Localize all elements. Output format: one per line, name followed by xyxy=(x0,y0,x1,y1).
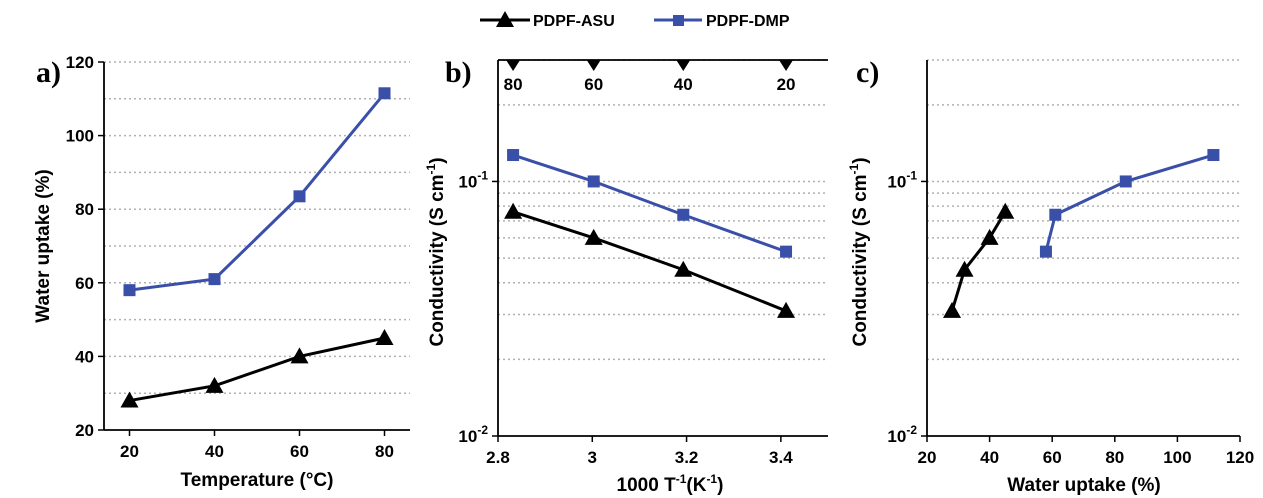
panel-c-x-tick-label: 60 xyxy=(1043,448,1062,467)
panel-b: b) 80 60 40 20 10-1 10-2 2.8 3 3.2 3.4 1000 T-1… xyxy=(424,56,828,496)
panel-c-point-asu-3 xyxy=(996,202,1015,219)
panel-c-grid xyxy=(927,59,1240,361)
panel-b-point-asu-3 xyxy=(777,301,796,318)
panel-b-point-dmp-2 xyxy=(677,208,690,221)
panel-a-letter: a) xyxy=(36,56,61,89)
panel-a-x-tick-label: 60 xyxy=(290,442,309,461)
panel-b-x-ticks: 2.8 3 3.2 3.4 xyxy=(486,436,793,467)
panel-b-series-line-dmp xyxy=(512,153,787,254)
panel-a-point-asu-3 xyxy=(375,329,394,345)
panel-c-x-tick-label: 20 xyxy=(918,448,937,467)
panel-c-point-asu-0 xyxy=(943,301,962,318)
panel-b-point-dmp-1 xyxy=(587,175,600,188)
panel-c-point-asu-2 xyxy=(980,228,999,245)
panel-c-series-line-dmp xyxy=(1044,153,1214,253)
panel-a-y-title: Water uptake (%) xyxy=(33,169,54,322)
panel-c-x-tick-label: 100 xyxy=(1163,448,1191,467)
panel-c-series xyxy=(943,149,1220,318)
legend-marker-dmp xyxy=(673,15,684,26)
legend-item-asu: PDPF-ASU xyxy=(480,11,615,30)
legend-label-asu: PDPF-ASU xyxy=(533,13,615,30)
panel-a-x-tick-label: 40 xyxy=(205,442,224,461)
panel-a-grid xyxy=(104,61,410,394)
panel-a-y-tick-label: 100 xyxy=(66,127,94,146)
panel-b-series xyxy=(504,149,796,318)
panel-c-y-tick-label: 10-1 xyxy=(887,168,917,191)
panel-b-x-title: 1000 T-1(K-1) xyxy=(617,472,724,496)
panel-b-grid xyxy=(498,59,828,361)
panel-a-x-tick-label: 20 xyxy=(120,442,139,461)
panel-b-top-tick-label: 80 xyxy=(504,75,523,94)
panel-a-point-dmp-0 xyxy=(123,284,136,297)
panel-a-point-dmp-1 xyxy=(208,273,221,286)
legend-marker-asu xyxy=(496,11,514,27)
panel-a-series-line-dmp xyxy=(129,92,386,292)
panel-a-point-dmp-3 xyxy=(378,87,391,100)
legend-label-dmp: PDPF-DMP xyxy=(706,13,790,30)
panel-b-y-ticks: 10-1 10-2 xyxy=(458,168,498,446)
panel-a-y-tick-label: 80 xyxy=(75,200,94,219)
panel-a-point-dmp-2 xyxy=(293,190,306,203)
panel-b-letter: b) xyxy=(445,56,472,89)
panel-b-point-asu-2 xyxy=(674,260,693,277)
panel-a: a) 20 40 60 80 100 120 20 40 60 80 Temperature (… xyxy=(33,53,410,491)
panel-c-series-line-asu xyxy=(950,211,1007,312)
panel-a-series xyxy=(120,87,394,408)
panel-a-y-ticks: 20 40 60 80 100 120 xyxy=(66,53,104,440)
panel-b-point-dmp-0 xyxy=(507,149,520,162)
panel-a-point-asu-1 xyxy=(205,376,224,393)
panel-c-y-ticks: 10-1 10-2 xyxy=(887,168,927,446)
panel-b-x-tick-label: 3 xyxy=(588,448,597,467)
panel-c-y-tick-label: 10-2 xyxy=(887,423,917,446)
panel-a-point-asu-2 xyxy=(290,347,309,364)
panel-b-x-tick-label: 2.8 xyxy=(486,448,510,467)
panel-b-point-asu-0 xyxy=(504,202,523,219)
panel-c-y-title: Conductivity (S cm-1) xyxy=(847,157,871,346)
panel-b-top-tick-marker xyxy=(586,60,601,71)
panel-a-point-asu-0 xyxy=(120,391,139,408)
panel-b-top-tick-label: 40 xyxy=(674,75,693,94)
panel-c-point-dmp-2 xyxy=(1119,175,1132,188)
panel-b-y-tick-label: 10-1 xyxy=(458,168,488,191)
panel-b-series-line-asu xyxy=(512,210,787,313)
panel-a-x-ticks: 20 40 60 80 xyxy=(120,430,394,461)
panel-b-top-tick-marker xyxy=(676,60,691,71)
panel-b-top-ticks: 80 60 40 20 xyxy=(504,60,796,94)
panel-c-x-tick-label: 40 xyxy=(980,448,999,467)
panel-b-point-asu-1 xyxy=(584,228,603,245)
legend-item-dmp: PDPF-DMP xyxy=(654,13,790,30)
panel-b-top-tick-marker xyxy=(779,60,794,71)
panel-a-y-tick-label: 120 xyxy=(66,53,94,72)
panel-b-top-tick-label: 20 xyxy=(777,75,796,94)
panel-c-point-dmp-0 xyxy=(1039,245,1052,258)
panel-c-point-asu-1 xyxy=(955,260,974,277)
panel-c-x-tick-label: 80 xyxy=(1105,448,1124,467)
panel-c: c) 10-1 10-2 20 40 60 80 100 120 Water uptake … xyxy=(847,56,1254,496)
panel-b-x-tick-label: 3.2 xyxy=(675,448,699,467)
panel-b-top-tick-marker xyxy=(506,60,521,71)
panel-c-point-dmp-1 xyxy=(1049,208,1062,221)
panel-b-x-tick-label: 3.4 xyxy=(769,448,793,467)
panel-b-point-dmp-3 xyxy=(780,245,793,258)
panel-b-y-title: Conductivity (S cm-1) xyxy=(424,157,448,346)
panel-a-x-title: Temperature (°C) xyxy=(181,470,334,491)
panel-a-x-tick-label: 80 xyxy=(375,442,394,461)
panel-b-top-tick-label: 60 xyxy=(584,75,603,94)
panel-a-series-line-asu xyxy=(129,336,385,403)
panel-c-letter: c) xyxy=(856,56,879,89)
panel-c-x-ticks: 20 40 60 80 100 120 xyxy=(918,436,1254,467)
panel-a-y-tick-label: 60 xyxy=(75,274,94,293)
panel-c-x-title: Water uptake (%) xyxy=(1007,475,1160,496)
panel-c-point-dmp-3 xyxy=(1207,149,1220,162)
panel-a-y-tick-label: 20 xyxy=(75,421,94,440)
panel-c-x-tick-label: 120 xyxy=(1226,448,1254,467)
panel-a-y-tick-label: 40 xyxy=(75,347,94,366)
legend: PDPF-ASU PDPF-DMP xyxy=(480,11,790,30)
panel-b-y-tick-label: 10-2 xyxy=(458,423,488,446)
